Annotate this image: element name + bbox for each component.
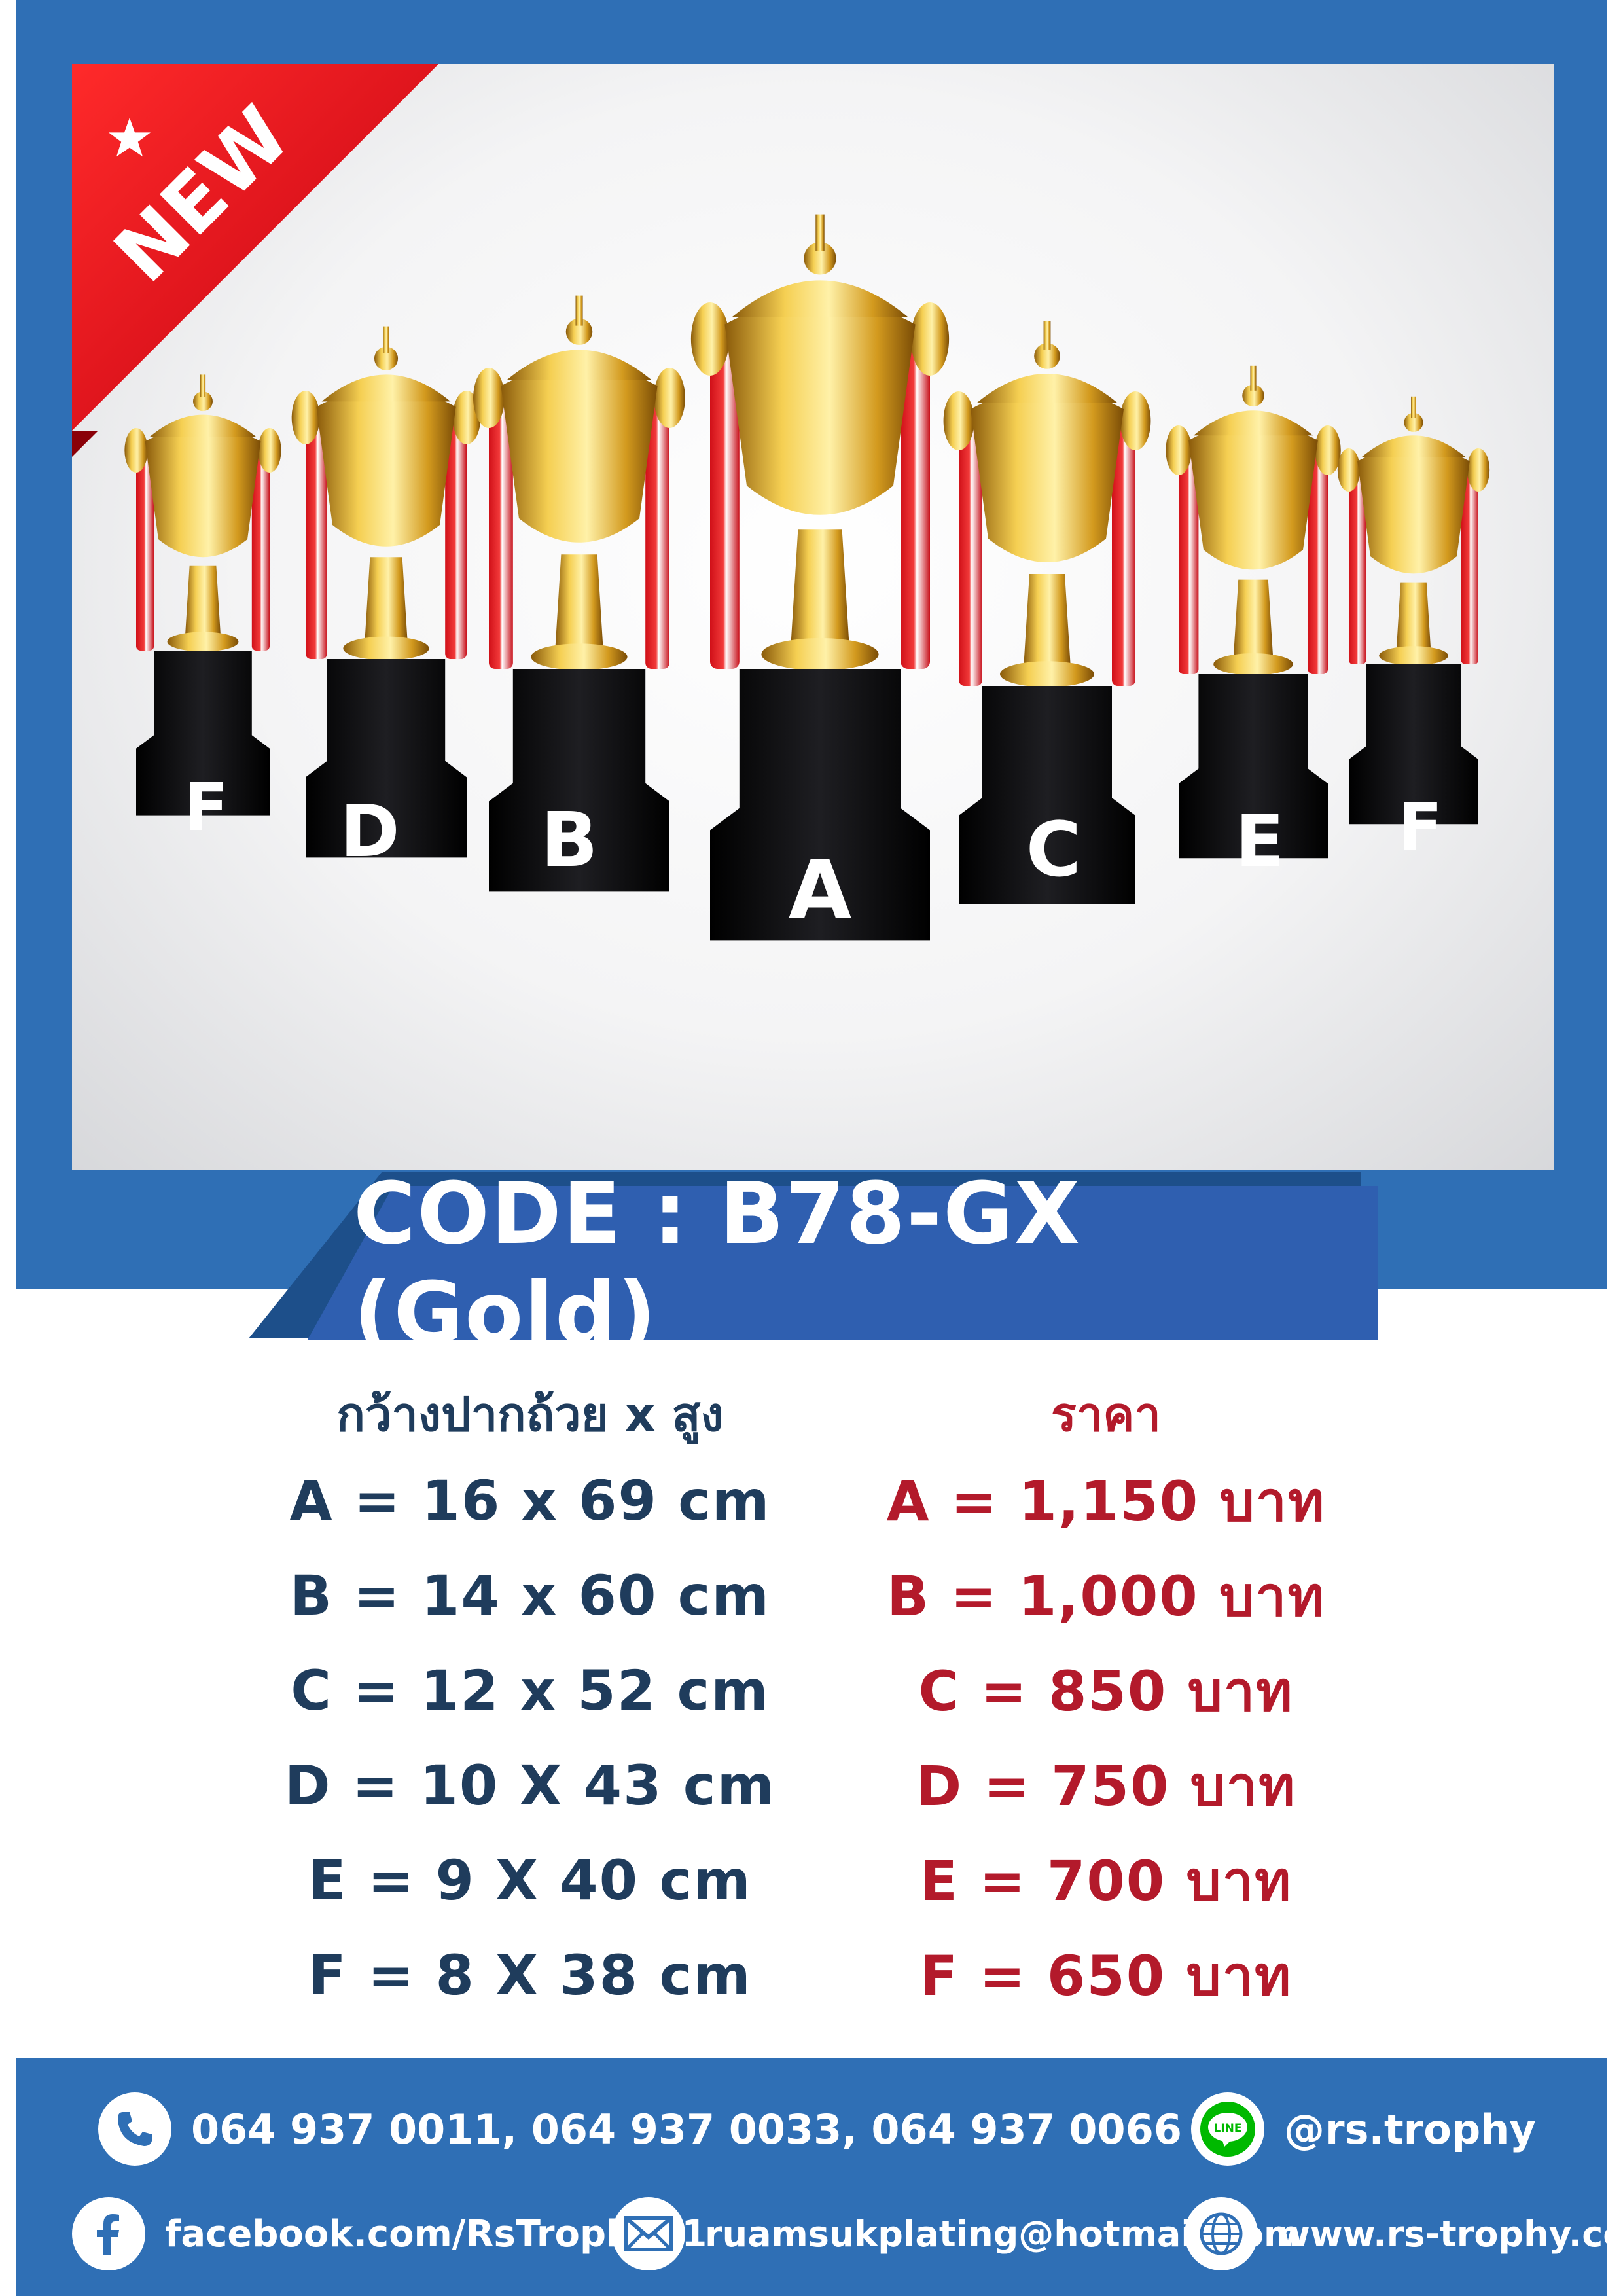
trophy-letter: D xyxy=(340,789,399,873)
size-row: E = 9 X 40 cm xyxy=(308,1848,752,1912)
phone-icon xyxy=(98,2092,171,2166)
phone-contact[interactable]: 064 937 0011, 064 937 0033, 064 937 0066 xyxy=(98,2092,1182,2166)
new-ribbon: NEW xyxy=(72,64,438,457)
globe-icon xyxy=(1185,2197,1258,2270)
trophy-e xyxy=(1166,365,1341,859)
trophy-a xyxy=(690,214,950,941)
phone-numbers[interactable]: 064 937 0011, 064 937 0033, 064 937 0066 xyxy=(191,2105,1182,2153)
code-bar xyxy=(308,1186,1378,1340)
trophy-c xyxy=(943,321,1151,904)
price-column: ราคา A = 1,150 บาท B = 1,000 บาท C = 850… xyxy=(877,1374,1335,2022)
facebook-icon xyxy=(72,2197,145,2270)
trophy-letter: E xyxy=(1235,799,1284,883)
trophy-letter: F xyxy=(1398,789,1442,865)
price-row: D = 750 บาท xyxy=(916,1753,1296,1818)
contact-footer: 064 937 0011, 064 937 0033, 064 937 0066… xyxy=(16,2058,1623,2296)
website-contact[interactable]: www.rs-trophy.com xyxy=(1185,2197,1623,2270)
line-contact[interactable]: LINE @rs.trophy xyxy=(1191,2092,1536,2166)
price-row: A = 1,150 บาท xyxy=(886,1469,1326,1534)
size-header: กว้างปากถ้วย x สูง xyxy=(336,1386,724,1442)
size-row: F = 8 X 38 cm xyxy=(308,1943,752,2007)
mail-icon xyxy=(612,2197,685,2270)
line-id[interactable]: @rs.trophy xyxy=(1284,2105,1536,2153)
size-row: C = 12 x 52 cm xyxy=(291,1658,770,1723)
star-icon xyxy=(109,118,151,157)
price-header: ราคา xyxy=(1051,1386,1161,1442)
trophy-letter: F xyxy=(184,769,228,846)
trophy-letter: C xyxy=(1026,806,1081,894)
price-row: F = 650 บาท xyxy=(919,1943,1293,2008)
trophy-letter: B xyxy=(541,797,598,884)
trophy-f-left xyxy=(124,374,281,816)
product-photo: F D B A C E F NEW xyxy=(72,64,1554,1170)
website-url[interactable]: www.rs-trophy.com xyxy=(1277,2213,1623,2255)
trophy-f-right xyxy=(1337,396,1490,825)
price-row: B = 1,000 บาท xyxy=(887,1564,1325,1628)
price-row: C = 850 บาท xyxy=(918,1659,1294,1723)
svg-text:LINE: LINE xyxy=(1214,2122,1242,2135)
size-row: B = 14 x 60 cm xyxy=(290,1563,770,1628)
size-row: D = 10 X 43 cm xyxy=(284,1753,776,1818)
line-icon: LINE xyxy=(1191,2092,1264,2166)
trophy-lineup: F D B A C E F xyxy=(124,214,1490,941)
product-code: CODE : B78-GX (Gold) xyxy=(353,1163,1082,1363)
trophy-b xyxy=(473,295,685,892)
trophy-letter: A xyxy=(789,843,852,938)
trophy-d xyxy=(291,326,481,858)
size-column: กว้างปากถ้วย x สูง A = 16 x 69 cm B = 14… xyxy=(275,1374,785,2022)
size-row: A = 16 x 69 cm xyxy=(289,1468,771,1533)
price-row: E = 700 บาท xyxy=(919,1848,1293,1913)
